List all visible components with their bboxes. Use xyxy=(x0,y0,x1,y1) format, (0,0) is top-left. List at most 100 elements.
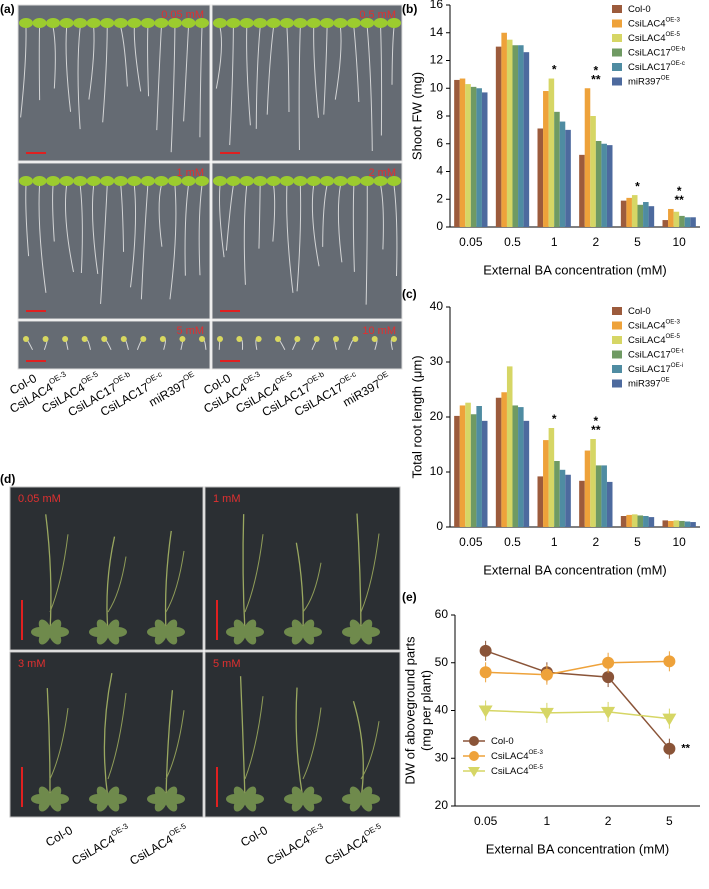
legend-label-main: CsiLAC17 xyxy=(628,364,671,375)
legend-label: CsiLAC4OE-3 xyxy=(628,318,680,331)
bar xyxy=(638,205,644,227)
legend-label-sup: OE-5 xyxy=(666,31,681,38)
panel-label: (d) xyxy=(0,472,15,486)
legend-label-main: CsiLAC17 xyxy=(628,47,671,58)
bar xyxy=(596,465,602,527)
bar xyxy=(543,440,549,527)
bar xyxy=(549,79,555,227)
marker xyxy=(663,743,675,755)
seedling xyxy=(240,18,254,28)
legend-label-main: CsiLAC4 xyxy=(628,335,666,346)
legend-label-main: CsiLAC4 xyxy=(628,320,666,331)
legend-label-sup: OE-b xyxy=(671,45,686,52)
y-tick-label: 60 xyxy=(435,607,449,621)
concentration-label: 3 mM xyxy=(18,658,46,670)
seedling xyxy=(19,176,33,186)
seedling xyxy=(320,18,334,28)
legend-label: CsiLAC4OE-5 xyxy=(491,764,543,777)
seedling xyxy=(23,336,29,342)
x-axis-label: External BA concentration (mM) xyxy=(486,841,670,856)
seedling xyxy=(314,336,320,342)
seedling xyxy=(333,18,347,28)
genotype-label-sup: OE-c xyxy=(144,370,164,387)
legend-label-sup: OE-5 xyxy=(529,764,544,771)
legend-swatch xyxy=(612,322,622,330)
seedling xyxy=(114,18,128,28)
bar xyxy=(513,405,519,527)
seedling xyxy=(62,336,68,342)
bar xyxy=(482,421,488,527)
legend-label-main: CsiLAC17 xyxy=(628,349,671,360)
bar xyxy=(643,516,649,527)
panel-label: (e) xyxy=(402,590,417,604)
genotype-label-main: CsiLAC4 xyxy=(264,832,312,868)
seedling xyxy=(293,18,307,28)
legend-label-main: CsiLAC17 xyxy=(628,62,671,73)
bar xyxy=(524,421,530,527)
bar xyxy=(601,465,607,527)
legend-label-sup: OE-5 xyxy=(666,333,681,340)
y-axis-label: DW of aboveground parts xyxy=(402,636,417,785)
line xyxy=(486,661,670,674)
genotype-label-sup: OE-c xyxy=(338,370,358,387)
legend-label: miR397OE xyxy=(628,74,670,87)
x-tick-label: 2 xyxy=(592,535,599,549)
x-tick-label: 2 xyxy=(605,814,612,828)
bar xyxy=(507,366,513,527)
seedling xyxy=(87,18,101,28)
annotation: * xyxy=(552,63,557,77)
seedling xyxy=(60,18,74,28)
x-tick-label: 1 xyxy=(544,814,551,828)
seedling xyxy=(101,336,107,342)
y-tick-label: 40 xyxy=(435,703,449,717)
legend-label: miR397OE xyxy=(628,376,670,389)
concentration-label: 2 mM xyxy=(369,167,397,179)
legend-swatch xyxy=(612,78,622,86)
genotype-label-sup: OE-3 xyxy=(304,822,324,839)
legend-swatch xyxy=(612,336,622,344)
genotype-label: CsiLAC4OE-3 xyxy=(263,822,328,869)
seedling xyxy=(352,336,358,342)
photo xyxy=(18,5,210,161)
legend-swatch xyxy=(612,365,622,373)
seedling xyxy=(307,176,321,186)
concentration-label: 1 mM xyxy=(213,493,241,505)
legend-label-main: CsiLAC4 xyxy=(491,751,529,762)
y-tick-label: 2 xyxy=(436,191,443,205)
y-tick-label: 0 xyxy=(436,219,443,233)
legend-swatch xyxy=(612,5,622,13)
bar xyxy=(501,392,507,527)
bar xyxy=(668,209,674,227)
annotation: * xyxy=(593,414,598,428)
legend-label: CsiLAC4OE-3 xyxy=(628,16,680,29)
concentration-label: 5 mM xyxy=(213,658,241,670)
concentration-label: 1 mM xyxy=(177,167,205,179)
legend-label-main: CsiLAC4 xyxy=(628,18,666,29)
annotation: * xyxy=(593,63,598,77)
seedling xyxy=(280,176,294,186)
bar xyxy=(607,145,613,227)
seedling xyxy=(87,176,101,186)
legend-swatch xyxy=(612,34,622,42)
marker xyxy=(480,666,492,678)
concentration-label: 0.5 mM xyxy=(359,9,396,21)
genotype-label-main: Col-0 xyxy=(43,823,75,850)
legend-label: CsiLAC17OE-t xyxy=(628,347,684,360)
concentration-label: 5 mM xyxy=(177,325,205,337)
genotype-label-sup: OE-5 xyxy=(362,821,383,838)
legend-label: CsiLAC4OE-3 xyxy=(491,749,543,762)
seedling xyxy=(127,18,141,28)
genotype-label: CsiLAC4OE-5 xyxy=(321,821,386,868)
bar xyxy=(579,155,585,227)
annotation: * xyxy=(552,412,557,426)
genotype-label-main: CsiLAC4 xyxy=(127,832,175,868)
photo xyxy=(212,5,402,161)
seedling xyxy=(280,18,294,28)
genotype-label-sup: OE-3 xyxy=(47,370,67,387)
marker xyxy=(479,706,493,718)
bar xyxy=(596,141,602,227)
photo xyxy=(18,163,210,319)
genotype-label-sup: OE-b xyxy=(305,369,326,386)
seedling xyxy=(127,176,141,186)
seedling xyxy=(267,176,281,186)
